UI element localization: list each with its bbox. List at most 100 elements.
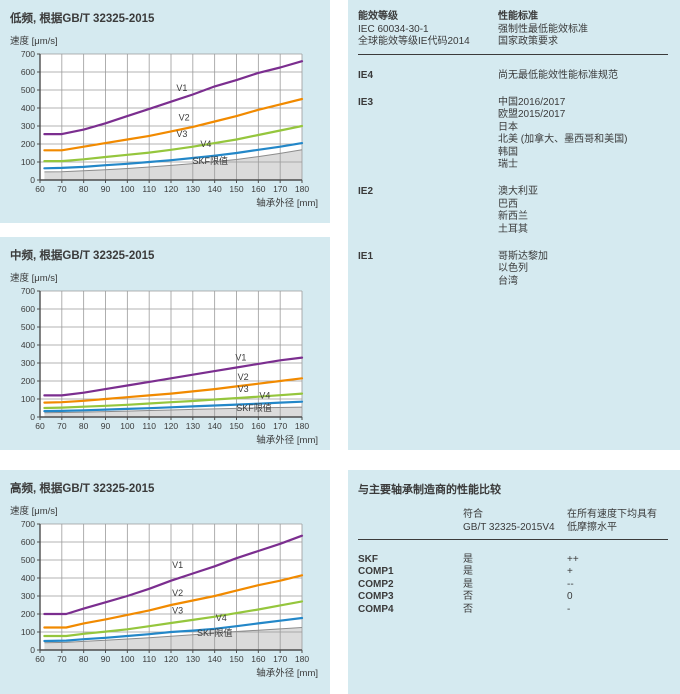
svg-text:140: 140 xyxy=(208,184,222,194)
svg-text:60: 60 xyxy=(35,184,45,194)
svg-text:SKF限值: SKF限值 xyxy=(236,402,272,413)
y-axis-label: 速度 [μm/s] xyxy=(10,506,58,517)
svg-text:140: 140 xyxy=(208,421,222,431)
svg-text:V4: V4 xyxy=(259,391,270,401)
svg-text:110: 110 xyxy=(142,421,156,431)
svg-text:V1: V1 xyxy=(235,352,246,362)
compliance-value: 否 xyxy=(463,603,473,615)
svg-text:500: 500 xyxy=(21,322,35,332)
ie-header-col1-line3: 全球能效等级IE代码2014 xyxy=(358,36,470,47)
svg-text:300: 300 xyxy=(21,358,35,368)
comparison-table-header: 符合 GB/T 32325-2015V4 在所有速度下均具有 低摩擦水平 xyxy=(358,509,668,534)
svg-text:70: 70 xyxy=(57,421,67,431)
comparison-header-col2: 符合 GB/T 32325-2015V4 xyxy=(463,509,567,534)
svg-text:160: 160 xyxy=(251,421,265,431)
svg-text:170: 170 xyxy=(273,184,287,194)
svg-text:V2: V2 xyxy=(238,372,249,382)
ie-row-items: 尚无最低能效性能标准规范 xyxy=(498,70,668,82)
y-axis-label: 速度 [μm/s] xyxy=(10,273,58,284)
svg-text:100: 100 xyxy=(120,421,134,431)
svg-text:90: 90 xyxy=(101,184,111,194)
compliance-value: 是 xyxy=(463,554,473,565)
friction-rating: - xyxy=(567,603,571,615)
svg-text:180: 180 xyxy=(295,184,309,194)
svg-text:400: 400 xyxy=(21,103,35,113)
svg-text:110: 110 xyxy=(142,184,156,194)
chart-panel-medium-frequency: 中频, 根据GB/T 32325-2015 速度 [μm/s] V1 V2 V3 V4… xyxy=(0,237,330,450)
svg-text:120: 120 xyxy=(164,421,178,431)
svg-text:90: 90 xyxy=(101,421,111,431)
svg-text:130: 130 xyxy=(186,654,200,664)
chart-panel-high-frequency: 高频, 根据GB/T 32325-2015 速度 [μm/s] V1 V2 V3 V4… xyxy=(0,470,330,694)
header-rule xyxy=(358,539,668,540)
ie-level: IE3 xyxy=(358,96,374,108)
x-axis-label: 轴承外径 [mm] xyxy=(256,668,318,679)
ie-row-items: 澳大利亚 巴西 新西兰 土耳其 xyxy=(498,186,668,236)
manufacturer-name: SKF xyxy=(358,554,378,565)
ie-row-item: 日本 xyxy=(498,121,518,133)
svg-text:150: 150 xyxy=(229,184,243,194)
ie-row-item: 台湾 xyxy=(498,275,518,287)
svg-text:0: 0 xyxy=(30,175,35,185)
ie-table-row-ie4: IE4 尚无最低能效性能标准规范 xyxy=(358,70,668,82)
comparison-header-col1 xyxy=(358,509,463,534)
ie-row-item: 巴西 xyxy=(498,198,518,210)
svg-text:SKF限值: SKF限值 xyxy=(193,155,229,166)
svg-text:V2: V2 xyxy=(172,588,183,598)
compliance-value: 是 xyxy=(463,578,473,590)
manufacturer-name: COMP3 xyxy=(358,591,394,603)
ie-row-item: 新西兰 xyxy=(498,211,528,223)
svg-text:80: 80 xyxy=(79,654,89,664)
svg-text:SKF限值: SKF限值 xyxy=(197,627,233,638)
svg-text:160: 160 xyxy=(251,184,265,194)
svg-text:70: 70 xyxy=(57,654,67,664)
ie-row-item: 北美 (加拿大、墨西哥和美国) xyxy=(498,134,628,146)
svg-text:80: 80 xyxy=(79,421,89,431)
high-frequency-chart: V1 V2 V3 V4 SKF限值 60 70 80 90 100 110 120 130 140 150 1… xyxy=(21,519,310,664)
comparison-header-col3-line1: 在所有速度下均具有 xyxy=(567,509,657,520)
svg-text:100: 100 xyxy=(21,157,35,167)
svg-text:0: 0 xyxy=(30,412,35,422)
comparison-table-title: 与主要轴承制造商的性能比较 xyxy=(358,484,501,496)
svg-text:120: 120 xyxy=(164,184,178,194)
svg-text:100: 100 xyxy=(120,654,134,664)
svg-text:V3: V3 xyxy=(172,606,183,616)
svg-text:300: 300 xyxy=(21,591,35,601)
comparison-header-col3-line2: 低摩擦水平 xyxy=(567,521,617,533)
svg-text:300: 300 xyxy=(21,121,35,131)
svg-text:200: 200 xyxy=(21,609,35,619)
svg-text:70: 70 xyxy=(57,184,67,194)
svg-text:170: 170 xyxy=(273,421,287,431)
compliance-value: 是 xyxy=(463,566,473,578)
svg-text:V3: V3 xyxy=(176,129,187,139)
svg-text:120: 120 xyxy=(164,654,178,664)
svg-text:V4: V4 xyxy=(216,613,227,623)
ie-table-row-ie1: IE1 哥斯达黎加 以色列 台湾 xyxy=(358,251,668,288)
svg-text:0: 0 xyxy=(30,645,35,655)
svg-text:200: 200 xyxy=(21,139,35,149)
manufacturer-name: COMP2 xyxy=(358,578,394,590)
ie-header-col2-title: 性能标准 xyxy=(498,11,538,22)
svg-text:130: 130 xyxy=(186,421,200,431)
svg-text:V3: V3 xyxy=(238,384,249,394)
ie-row-item: 瑞士 xyxy=(498,158,518,170)
ie-header-col2-line2: 强制性最低能效标准 xyxy=(498,23,588,35)
comparison-header-col3: 在所有速度下均具有 低摩擦水平 xyxy=(567,509,668,534)
ie-header-col1-line2: IEC 60034-30-1 xyxy=(358,23,429,35)
svg-text:60: 60 xyxy=(35,421,45,431)
ie-header-col2: 性能标准 强制性最低能效标准 国家政策要求 xyxy=(498,11,668,49)
manufacturer-name: COMP1 xyxy=(358,566,394,578)
comparison-row-comp3: COMP3 否 0 xyxy=(358,591,668,603)
comparison-header-col2-line2: GB/T 32325-2015V4 xyxy=(463,521,555,533)
svg-text:700: 700 xyxy=(21,519,35,529)
svg-text:100: 100 xyxy=(120,184,134,194)
manufacturer-comparison-panel: 与主要轴承制造商的性能比较 符合 GB/T 32325-2015V4 在所有速度… xyxy=(348,470,680,694)
svg-text:180: 180 xyxy=(295,421,309,431)
svg-text:V1: V1 xyxy=(176,83,187,93)
ie-level: IE1 xyxy=(358,250,374,262)
friction-rating: 0 xyxy=(567,591,573,603)
ie-table-row-ie2: IE2 澳大利亚 巴西 新西兰 土耳其 xyxy=(358,186,668,236)
svg-text:90: 90 xyxy=(101,654,111,664)
svg-text:100: 100 xyxy=(21,394,35,404)
